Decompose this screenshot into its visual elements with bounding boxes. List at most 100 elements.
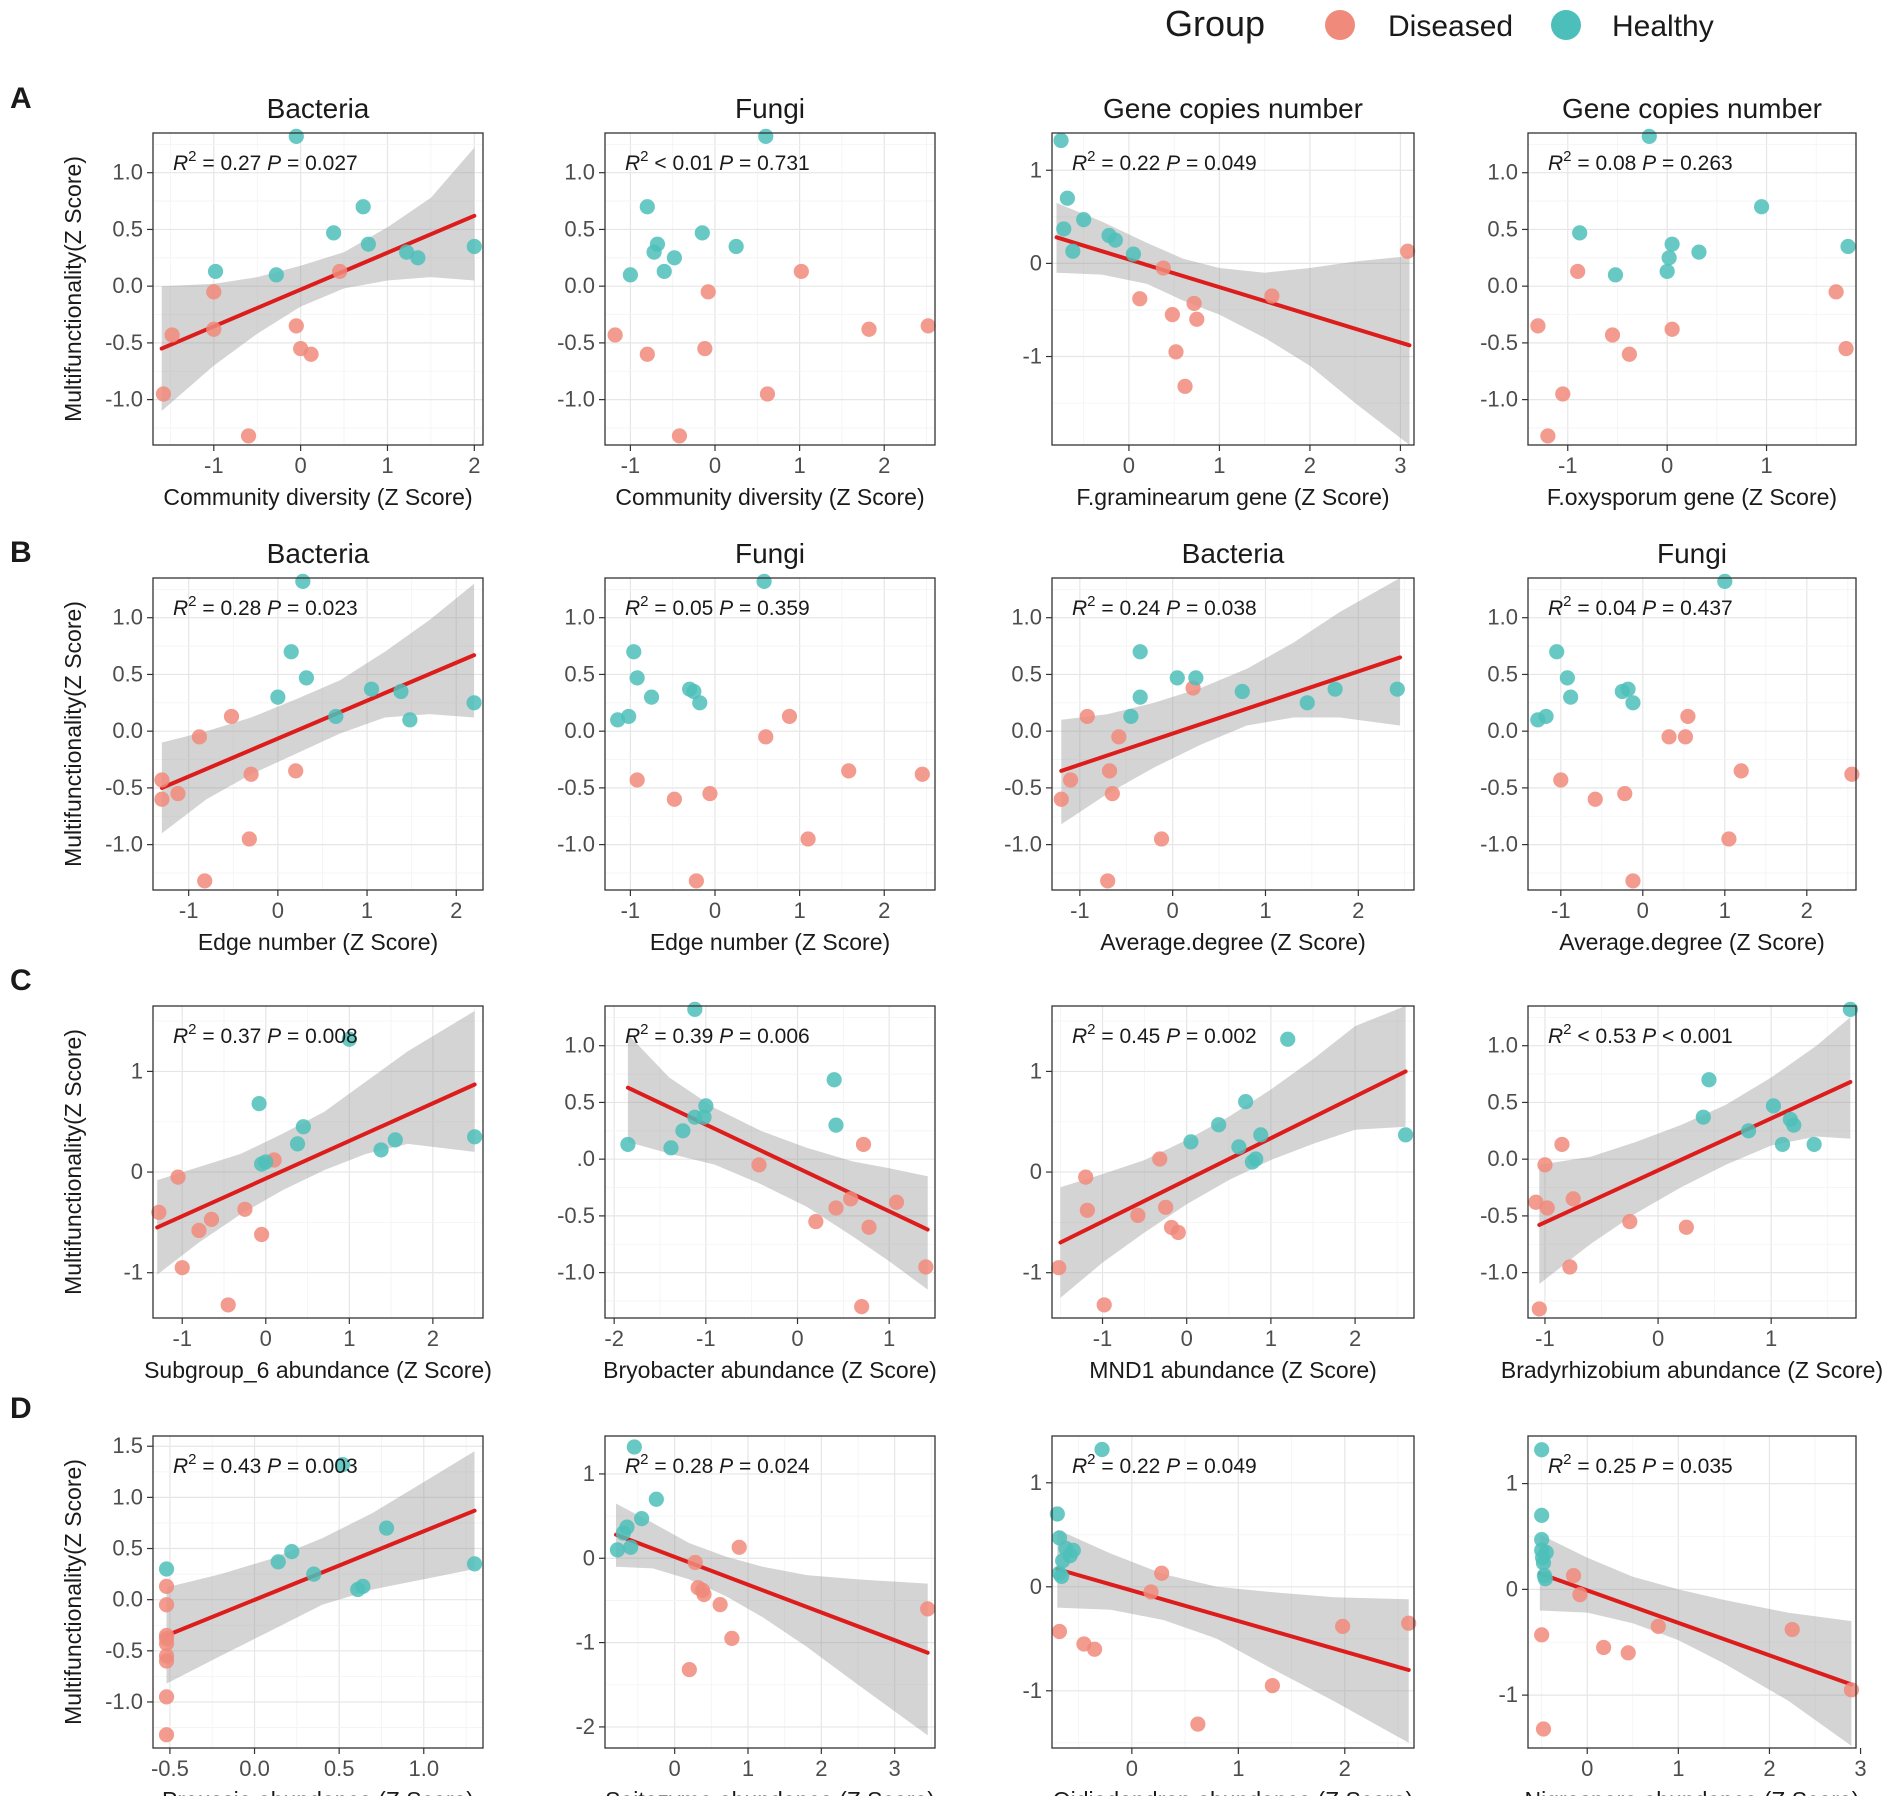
p-symbol: P — [261, 1455, 281, 1478]
r2-symbol: R — [1072, 1455, 1087, 1478]
y-tick-label: -1.0 — [1004, 832, 1042, 857]
healthy-point — [1695, 1109, 1711, 1125]
x-tick-label: 1 — [381, 453, 393, 478]
x-axis-label: Average.degree (Z Score) — [1100, 929, 1366, 955]
panel-frame — [1527, 577, 1857, 891]
healthy-point — [1234, 683, 1250, 700]
diseased-point — [1562, 1259, 1578, 1275]
healthy-point — [378, 1520, 395, 1536]
diseased-point — [731, 1539, 747, 1555]
diseased-point — [702, 785, 718, 802]
diseased-point — [843, 1191, 859, 1207]
diseased-point — [914, 766, 930, 782]
healthy-point — [466, 695, 482, 711]
healthy-point — [643, 689, 660, 705]
data-points — [607, 128, 936, 444]
r2-value: 0.43 — [215, 1455, 262, 1478]
healthy-point — [1620, 681, 1636, 697]
r2-symbol: R — [1072, 597, 1087, 620]
healthy-point — [1563, 689, 1579, 705]
p-value: 0.002 — [1198, 1025, 1256, 1048]
axes: -1 0 1 2 -1.0 -0.5 0.0 0.5 1.0 Community diversit… — [60, 93, 480, 510]
healthy-point — [466, 238, 482, 255]
regression-line — [614, 1532, 930, 1655]
x-tick-label: 1 — [1213, 453, 1225, 478]
y-tick-label: 1 — [1030, 1470, 1042, 1495]
healthy-point — [1840, 238, 1856, 255]
panel-title: Gene copies number — [1103, 93, 1363, 124]
healthy-point — [1534, 1532, 1550, 1548]
diseased-point — [155, 386, 172, 402]
y-tick-label: -1.0 — [1480, 387, 1518, 412]
x-axis-label: Bradyrhizobium abundance (Z Score) — [1501, 1357, 1883, 1383]
r2-exponent: 2 — [640, 1021, 648, 1038]
r2-exponent: 2 — [1563, 593, 1571, 610]
healthy-point — [1280, 1031, 1296, 1047]
y-tick-label: -0.5 — [557, 330, 595, 355]
x-tick-label: 2 — [1349, 1326, 1361, 1351]
y-tick-label: -1.0 — [557, 1260, 595, 1285]
diseased-point — [1625, 873, 1641, 889]
r2-symbol: R — [625, 152, 640, 175]
x-tick-label: 0 — [1637, 898, 1649, 923]
healthy-point — [363, 681, 380, 697]
r2-operator: = — [1572, 1455, 1590, 1478]
diseased-point — [158, 1727, 175, 1743]
x-tick-label: 3 — [1394, 453, 1406, 478]
healthy-point — [1125, 246, 1142, 262]
stats-annotation: R2 = 0.39 P = 0.006 — [625, 1021, 810, 1048]
panel-frame — [1051, 577, 1415, 891]
diseased-point — [888, 1194, 905, 1210]
r2-exponent: 2 — [188, 593, 196, 610]
x-tick-label: -1 — [1093, 1326, 1113, 1351]
y-tick-label: -1 — [1022, 1260, 1042, 1285]
healthy-point — [1211, 1117, 1227, 1133]
p-value: 0.006 — [751, 1025, 809, 1048]
diseased-point — [1132, 291, 1148, 307]
diseased-point — [1130, 1207, 1146, 1223]
y-tick-label: 1.0 — [1487, 160, 1518, 185]
y-tick-label: -0.5 — [105, 330, 143, 355]
diseased-point — [1844, 766, 1860, 782]
healthy-point — [663, 1140, 679, 1156]
y-tick-label: -1 — [1498, 1682, 1518, 1707]
y-axis-label: Multifunctionality(Z Score) — [60, 156, 86, 422]
panel-frame — [152, 577, 484, 891]
p-value: 0.035 — [1674, 1455, 1732, 1478]
diseased-point — [1401, 1615, 1417, 1631]
r2-symbol: R — [1548, 1455, 1563, 1478]
panel-frame — [1527, 1005, 1857, 1319]
panel-title: Bacteria — [1182, 538, 1285, 569]
healthy-point — [1183, 1134, 1199, 1150]
gridlines — [605, 1436, 935, 1748]
regression-line — [159, 653, 477, 790]
diseased-point — [920, 318, 936, 334]
diseased-point — [191, 729, 207, 745]
regression-line — [1537, 1080, 1853, 1227]
p-operator: = — [281, 1025, 299, 1048]
stats-annotation: R2 = 0.05 P = 0.359 — [625, 593, 810, 620]
p-value: 0.049 — [1198, 152, 1256, 175]
healthy-point — [1537, 1571, 1553, 1587]
healthy-point — [1253, 1127, 1269, 1143]
stats-annotation: R2 < 0.53 P < 0.001 — [1548, 1021, 1733, 1048]
data-points — [1053, 644, 1405, 889]
y-tick-label: -0.5 — [557, 775, 595, 800]
healthy-point — [284, 1543, 300, 1560]
diseased-point — [158, 1653, 175, 1669]
diseased-point — [1096, 1297, 1112, 1313]
healthy-point — [1753, 199, 1770, 215]
x-tick-label: 1 — [1672, 1756, 1684, 1781]
x-tick-label: 0 — [669, 1756, 681, 1781]
diseased-point — [1177, 378, 1193, 394]
p-operator: = — [281, 152, 299, 175]
panel-frame — [604, 132, 936, 446]
regression-line — [1055, 1567, 1411, 1672]
diseased-point — [164, 327, 180, 343]
healthy-point — [341, 1031, 357, 1047]
data-points — [158, 1457, 483, 1743]
p-operator: = — [733, 152, 751, 175]
axes: -0.5 0.0 0.5 1.0 -1.0 -0.5 0.0 0.5 1.0 1.5 Preussi… — [60, 1433, 474, 1796]
x-tick-label: 2 — [1352, 898, 1364, 923]
y-tick-label: 1.0 — [1487, 605, 1518, 630]
